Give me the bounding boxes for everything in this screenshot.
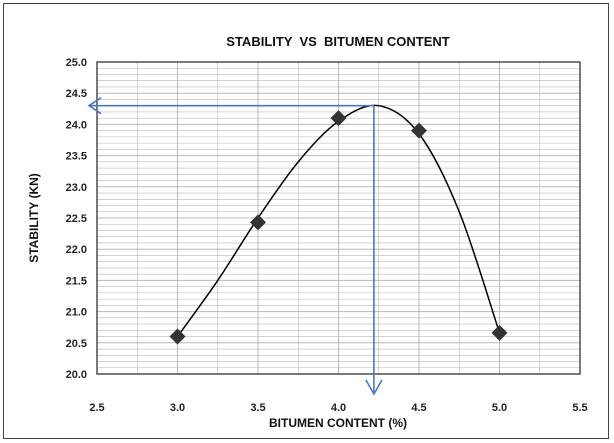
x-axis-label: BITUMEN CONTENT (%) bbox=[269, 416, 407, 430]
y-tick-label: 22.0 bbox=[66, 244, 87, 256]
x-tick-label: 3.5 bbox=[250, 402, 265, 414]
grid-layer bbox=[96, 61, 581, 375]
y-axis-label: STABILITY (KN) bbox=[27, 173, 41, 263]
x-tick-label: 4.0 bbox=[331, 402, 346, 414]
y-tick-label: 24.0 bbox=[66, 119, 87, 131]
y-tick-label: 22.5 bbox=[66, 213, 87, 225]
y-tick-label: 25.0 bbox=[66, 57, 87, 69]
x-tick-label: 4.5 bbox=[411, 402, 426, 414]
y-tick-label: 24.5 bbox=[66, 88, 87, 100]
y-tick-labels: 20.0 20.5 21.0 21.5 22.0 22.5 23.0 23.5 24.0 24.5… bbox=[66, 57, 87, 381]
x-tick-label: 3.0 bbox=[170, 402, 185, 414]
guide-layer bbox=[87, 97, 383, 396]
chart-title: STABILITY VS BITUMEN CONTENT bbox=[226, 34, 449, 49]
x-tick-label: 5.0 bbox=[492, 402, 507, 414]
y-tick-label: 20.0 bbox=[66, 369, 87, 381]
x-tick-labels: 2.5 3.0 3.5 4.0 4.5 5.0 5.5 bbox=[89, 402, 587, 414]
y-tick-label: 23.0 bbox=[66, 182, 87, 194]
data-point bbox=[330, 110, 347, 127]
guide-arrowhead-left bbox=[87, 97, 102, 115]
data-point bbox=[411, 122, 427, 139]
plot-border bbox=[96, 61, 581, 375]
x-tick-label: 2.5 bbox=[89, 402, 104, 414]
data-point bbox=[250, 214, 266, 231]
x-tick-label: 5.5 bbox=[572, 402, 587, 414]
y-tick-label: 21.5 bbox=[66, 275, 87, 287]
y-tick-label: 21.0 bbox=[66, 307, 87, 319]
chart-frame: 20.0 20.5 21.0 21.5 22.0 22.5 23.0 23.5 24.0 24.5… bbox=[3, 3, 609, 439]
y-tick-label: 20.5 bbox=[66, 338, 87, 350]
chart-svg: 20.0 20.5 21.0 21.5 22.0 22.5 23.0 23.5 24.0 24.5… bbox=[27, 34, 588, 430]
data-point bbox=[491, 324, 508, 341]
y-tick-label: 23.5 bbox=[66, 151, 87, 163]
guide-arrowhead-down bbox=[365, 379, 383, 396]
point-layer bbox=[169, 110, 508, 345]
data-point bbox=[169, 328, 186, 345]
